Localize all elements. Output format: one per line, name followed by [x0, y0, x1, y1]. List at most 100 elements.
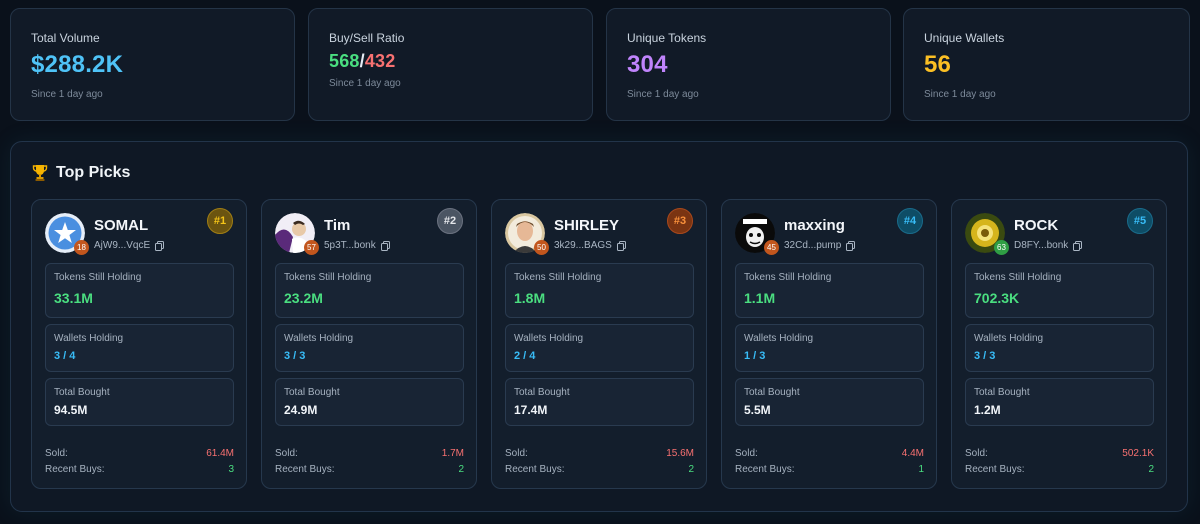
- metric-label: Tokens Still Holding: [514, 272, 602, 283]
- address-text: 32Cd...pump: [784, 240, 842, 251]
- metric-label: Total Bought: [514, 387, 570, 398]
- copy-icon[interactable]: [155, 240, 165, 251]
- tokens-holding-value: 33.1M: [54, 290, 93, 306]
- total-bought-box: Total Bought 1.2M: [965, 378, 1154, 426]
- stat-label: Unique Tokens: [627, 31, 707, 45]
- total-bought-value: 17.4M: [514, 403, 548, 417]
- pick-card[interactable]: 18 SOMAL AjW9...VqcE #1 Tokens Still Hol…: [31, 199, 247, 489]
- token-name: SOMAL: [94, 217, 149, 234]
- tokens-holding-box: Tokens Still Holding 702.3K: [965, 263, 1154, 318]
- address-text: AjW9...VqcE: [94, 240, 151, 251]
- stat-card-unique-tokens: Unique Tokens 304 Since 1 day ago: [606, 8, 891, 121]
- token-address: 5p3T...bonk: [324, 240, 390, 251]
- rank-badge: #1: [207, 208, 233, 234]
- stat-value: 568/432: [329, 51, 572, 72]
- avatar: 50: [505, 213, 549, 255]
- sold-label: Sold:: [505, 448, 528, 459]
- pick-card[interactable]: 45 maxxing 32Cd...pump #4 Tokens Still H…: [721, 199, 937, 489]
- token-name: maxxing: [784, 217, 845, 234]
- rank-badge: #5: [1127, 208, 1153, 234]
- pick-card[interactable]: 50 SHIRLEY 3k29...BAGS #3 Tokens Still H…: [491, 199, 707, 489]
- recent-buys-value: 1: [918, 464, 924, 475]
- tokens-holding-value: 702.3K: [974, 290, 1020, 306]
- avatar: 45: [735, 213, 779, 255]
- wallets-holding-box: Wallets Holding 3 / 4: [45, 324, 234, 372]
- stat-card-total-volume: Total Volume $288.2K Since 1 day ago: [10, 8, 295, 121]
- copy-icon[interactable]: [846, 240, 856, 251]
- token-address: D8FY...bonk: [1014, 240, 1083, 251]
- sold-label: Sold:: [965, 448, 988, 459]
- stat-label: Total Volume: [31, 31, 100, 45]
- copy-icon[interactable]: [380, 240, 390, 251]
- recent-buys-row: Recent Buys: 3: [45, 464, 234, 475]
- metric-label: Tokens Still Holding: [974, 272, 1062, 283]
- token-name: SHIRLEY: [554, 217, 620, 234]
- recent-buys-label: Recent Buys:: [735, 464, 795, 475]
- recent-buys-value: 2: [688, 464, 694, 475]
- recent-buys-row: Recent Buys: 2: [965, 464, 1154, 475]
- metric-label: Tokens Still Holding: [744, 272, 832, 283]
- avatar-badge: 18: [74, 240, 89, 255]
- copy-icon[interactable]: [1073, 240, 1083, 251]
- total-bought-value: 94.5M: [54, 403, 88, 417]
- stat-value: 56: [924, 51, 952, 78]
- metric-label: Wallets Holding: [744, 333, 814, 344]
- metric-label: Wallets Holding: [514, 333, 584, 344]
- tokens-holding-value: 1.1M: [744, 290, 776, 306]
- trophy-icon: [32, 165, 48, 181]
- stat-subtitle: Since 1 day ago: [627, 89, 699, 100]
- address-text: D8FY...bonk: [1014, 240, 1069, 251]
- recent-buys-row: Recent Buys: 1: [735, 464, 924, 475]
- stat-label: Buy/Sell Ratio: [329, 31, 405, 45]
- recent-buys-row: Recent Buys: 2: [275, 464, 464, 475]
- stat-label: Unique Wallets: [924, 31, 1005, 45]
- metric-label: Tokens Still Holding: [284, 272, 372, 283]
- wallets-holding-value: 3 / 3: [284, 350, 306, 362]
- recent-buys-value: 3: [228, 464, 234, 475]
- tokens-holding-box: Tokens Still Holding 1.1M: [735, 263, 924, 318]
- wallets-holding-value: 3 / 3: [974, 350, 996, 362]
- top-picks-panel: Top Picks 18 SOMAL AjW9...VqcE #1 Tokens…: [10, 141, 1188, 512]
- metric-label: Wallets Holding: [974, 333, 1044, 344]
- stat-subtitle: Since 1 day ago: [329, 78, 401, 89]
- avatar-badge: 45: [764, 240, 779, 255]
- top-picks-title: Top Picks: [56, 164, 131, 181]
- recent-buys-value: 2: [1148, 464, 1154, 475]
- metric-label: Total Bought: [744, 387, 800, 398]
- token-address: 3k29...BAGS: [554, 240, 626, 251]
- recent-buys-label: Recent Buys:: [275, 464, 335, 475]
- avatar: 18: [45, 213, 89, 255]
- tokens-holding-value: 1.8M: [514, 290, 546, 306]
- token-avatar-icon: [275, 213, 315, 253]
- address-text: 5p3T...bonk: [324, 240, 376, 251]
- wallets-holding-box: Wallets Holding 1 / 3: [735, 324, 924, 372]
- sold-row: Sold: 4.4M: [735, 448, 924, 459]
- rank-badge: #4: [897, 208, 923, 234]
- pick-card[interactable]: 57 Tim 5p3T...bonk #2 Tokens Still Holdi…: [261, 199, 477, 489]
- token-name: ROCK: [1014, 217, 1059, 234]
- wallets-holding-value: 3 / 4: [54, 350, 76, 362]
- rank-badge: #3: [667, 208, 693, 234]
- recent-buys-label: Recent Buys:: [45, 464, 105, 475]
- stat-card-unique-wallets: Unique Wallets 56 Since 1 day ago: [903, 8, 1190, 121]
- sold-row: Sold: 1.7M: [275, 448, 464, 459]
- token-address: 32Cd...pump: [784, 240, 856, 251]
- total-bought-box: Total Bought 5.5M: [735, 378, 924, 426]
- sold-label: Sold:: [45, 448, 68, 459]
- avatar-badge: 63: [994, 240, 1009, 255]
- sold-value: 502.1K: [1122, 448, 1154, 459]
- sold-row: Sold: 15.6M: [505, 448, 694, 459]
- sold-row: Sold: 502.1K: [965, 448, 1154, 459]
- avatar-badge: 50: [534, 240, 549, 255]
- wallets-holding-box: Wallets Holding 2 / 4: [505, 324, 694, 372]
- avatar: 63: [965, 213, 1009, 255]
- pick-card[interactable]: 63 ROCK D8FY...bonk #5 Tokens Still Hold…: [951, 199, 1167, 489]
- avatar-badge: 57: [304, 240, 319, 255]
- sold-label: Sold:: [735, 448, 758, 459]
- recent-buys-label: Recent Buys:: [505, 464, 565, 475]
- recent-buys-label: Recent Buys:: [965, 464, 1025, 475]
- copy-icon[interactable]: [616, 240, 626, 251]
- stat-value: 304: [627, 51, 668, 78]
- total-bought-value: 24.9M: [284, 403, 318, 417]
- tokens-holding-box: Tokens Still Holding 23.2M: [275, 263, 464, 318]
